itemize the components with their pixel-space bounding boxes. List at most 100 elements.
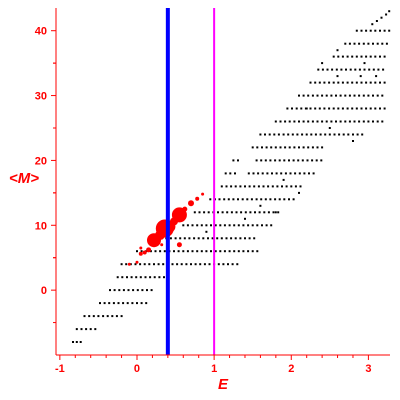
data-point [203, 211, 206, 214]
data-point [188, 237, 191, 240]
data-point [291, 133, 294, 136]
data-point-large [195, 196, 200, 201]
data-point [108, 302, 111, 305]
data-point [157, 263, 160, 266]
data-point [253, 237, 256, 240]
data-point [269, 198, 272, 201]
data-point [354, 68, 357, 71]
data-point [311, 159, 314, 162]
data-point [293, 146, 296, 149]
data-point [183, 237, 186, 240]
data-point-large [135, 260, 139, 264]
data-point [358, 94, 361, 97]
data-point [309, 107, 312, 110]
data-point [332, 55, 335, 58]
data-point [314, 107, 317, 110]
data-point [260, 198, 263, 201]
data-point-large [188, 200, 194, 207]
data-point [145, 302, 148, 305]
data-point [321, 68, 324, 71]
data-point [353, 42, 356, 45]
data-point [262, 185, 265, 188]
data-point [309, 81, 312, 84]
data-point [372, 68, 375, 71]
data-point [276, 185, 279, 188]
data-point [220, 237, 223, 240]
data-point [365, 55, 368, 58]
data-point [225, 237, 228, 240]
data-point [246, 198, 249, 201]
data-point [344, 120, 347, 123]
data-point [294, 172, 297, 175]
data-point [288, 198, 290, 201]
data-point [367, 120, 370, 123]
data-point [210, 250, 212, 253]
data-point [150, 289, 153, 292]
data-point [230, 237, 233, 240]
data-point [210, 224, 212, 227]
data-point [300, 107, 303, 110]
data-point [216, 237, 219, 240]
data-point-large [182, 206, 188, 212]
data-point [140, 302, 143, 305]
data-point [251, 146, 254, 149]
data-point-large [139, 246, 143, 250]
data-point [260, 159, 263, 162]
data-point [348, 42, 351, 45]
data-point [363, 68, 366, 71]
data-point [125, 263, 128, 266]
data-point [266, 172, 269, 175]
data-point [248, 185, 251, 188]
data-point [307, 146, 310, 149]
data-point [264, 133, 266, 136]
x-tick-label: 0 [134, 363, 140, 375]
data-point [341, 55, 344, 58]
data-point [361, 133, 364, 136]
data-point [233, 250, 236, 253]
data-point [284, 146, 287, 149]
data-point [159, 250, 162, 253]
data-point [121, 276, 124, 279]
data-point [348, 94, 351, 97]
data-point [103, 302, 106, 305]
data-point [185, 263, 188, 266]
data-point [325, 120, 328, 123]
data-point [353, 94, 356, 97]
data-point [230, 211, 233, 214]
data-point [307, 120, 310, 123]
data-point [75, 328, 78, 331]
data-point [311, 146, 314, 149]
data-point [291, 107, 293, 110]
data-point [352, 140, 354, 142]
data-point [251, 224, 254, 227]
data-point [113, 289, 116, 292]
data-point [247, 250, 250, 253]
data-point [261, 224, 263, 227]
data-point [112, 302, 115, 305]
data-point [286, 107, 289, 110]
data-point [344, 42, 347, 45]
data-point [320, 159, 323, 162]
data-point [179, 237, 182, 240]
data-point [365, 107, 368, 110]
data-point [369, 29, 372, 32]
data-point [209, 198, 212, 201]
data-point [268, 133, 271, 136]
data-points [72, 10, 391, 343]
data-point [375, 20, 378, 22]
data-point [298, 94, 300, 97]
data-point [351, 55, 354, 58]
data-point [274, 198, 277, 201]
data-point [333, 133, 336, 136]
data-point [352, 133, 354, 136]
data-point [376, 42, 379, 45]
data-point [381, 42, 384, 45]
data-point [285, 185, 288, 188]
data-point [323, 107, 326, 110]
data-point [237, 250, 240, 253]
data-point [264, 198, 267, 201]
data-point [314, 81, 317, 84]
data-point [130, 276, 133, 279]
data-point [267, 185, 270, 188]
data-point [234, 172, 236, 175]
